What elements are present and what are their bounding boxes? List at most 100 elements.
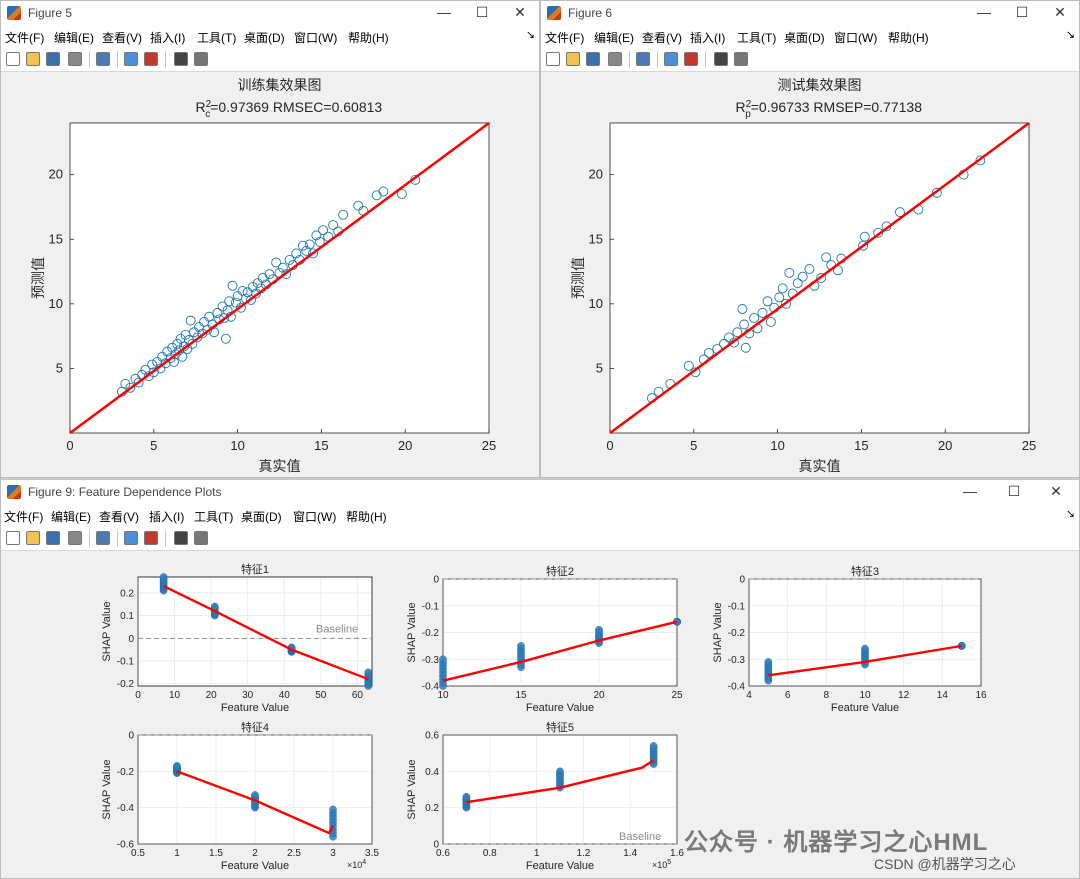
close-button[interactable]: ✕: [1050, 483, 1062, 499]
menu-item[interactable]: 帮助(H): [348, 31, 389, 45]
shap-point: [649, 742, 658, 750]
x-tick-label: 50: [315, 690, 327, 701]
chart-title: 训练集效果图: [238, 77, 322, 93]
y-tick-label: -0.2: [117, 679, 135, 690]
menu-item[interactable]: 插入(I): [690, 31, 726, 45]
colorbar-icon[interactable]: [664, 52, 678, 66]
menu-item[interactable]: 编辑(E): [54, 31, 94, 45]
y-tick-label: -0.4: [117, 803, 135, 814]
pointer-icon[interactable]: [714, 52, 728, 66]
print-icon[interactable]: [68, 52, 82, 66]
save-icon[interactable]: [46, 52, 60, 66]
menu-item[interactable]: 查看(V): [99, 510, 139, 524]
menu-item[interactable]: 工具(T): [197, 31, 237, 45]
colorbar-icon[interactable]: [124, 531, 138, 545]
menu-item[interactable]: 帮助(H): [888, 31, 929, 45]
data-point: [792, 278, 803, 289]
title-bar[interactable]: Figure 6 — ☐ ✕: [541, 1, 1079, 25]
maximize-button[interactable]: ☐: [1007, 483, 1021, 499]
y-tick-label: -0.4: [422, 682, 440, 693]
subplot-title: 特征4: [241, 720, 269, 734]
link-plot-icon[interactable]: [96, 531, 110, 545]
legend-icon[interactable]: [144, 52, 158, 66]
pointer-icon[interactable]: [174, 52, 188, 66]
y-tick-label: 0: [739, 575, 745, 586]
y-tick-label: 0: [433, 575, 439, 586]
menu-item[interactable]: 查看(V): [642, 31, 682, 45]
open-icon[interactable]: [26, 52, 40, 66]
minimize-button[interactable]: —: [977, 4, 991, 20]
menu-item[interactable]: 窗口(W): [293, 510, 337, 524]
menu-item[interactable]: 桌面(D): [244, 31, 285, 45]
menu-item[interactable]: 插入(I): [149, 510, 185, 524]
y-axis-label: 预测值: [570, 257, 586, 299]
colorbar-icon[interactable]: [124, 52, 138, 66]
print-icon[interactable]: [608, 52, 622, 66]
pointer-icon[interactable]: [174, 531, 188, 545]
legend-icon[interactable]: [684, 52, 698, 66]
menu-item[interactable]: 编辑(E): [594, 31, 634, 45]
toolbar-separator: [89, 530, 90, 547]
minimize-button[interactable]: —: [963, 483, 977, 499]
new-figure-icon[interactable]: [546, 52, 560, 66]
menu-item[interactable]: 工具(T): [737, 31, 777, 45]
data-point: [683, 360, 694, 371]
dock-arrow-icon[interactable]: ↘: [1065, 29, 1075, 41]
save-icon[interactable]: [586, 52, 600, 66]
property-editor-icon[interactable]: [194, 531, 208, 545]
legend-icon[interactable]: [144, 531, 158, 545]
menu-item[interactable]: 窗口(W): [834, 31, 878, 45]
menu-item[interactable]: 文件(F): [4, 510, 44, 524]
x-tick-label: 1: [534, 848, 540, 859]
chart-subtitle: R2 c=0.97369 RMSEC=0.60813: [196, 99, 383, 120]
shap-point: [556, 767, 564, 776]
data-point: [217, 301, 228, 312]
new-figure-icon[interactable]: [6, 52, 20, 66]
maximize-button[interactable]: ☐: [1015, 4, 1029, 20]
dock-arrow-icon[interactable]: ↘: [1065, 508, 1075, 520]
data-point: [304, 239, 315, 250]
x-tick-label: 1.5: [209, 848, 223, 859]
menu-item[interactable]: 查看(V): [102, 31, 142, 45]
open-icon[interactable]: [26, 531, 40, 545]
print-icon[interactable]: [68, 531, 82, 545]
x-axis-label: 真实值: [799, 458, 841, 474]
y-axis-label: SHAP Value: [101, 759, 113, 819]
save-icon[interactable]: [46, 531, 60, 545]
menu-item[interactable]: 帮助(H): [346, 510, 387, 524]
link-plot-icon[interactable]: [96, 52, 110, 66]
title-bar[interactable]: Figure 9: Feature Dependence Plots — ☐ ✕: [1, 480, 1079, 504]
property-editor-icon[interactable]: [734, 52, 748, 66]
link-plot-icon[interactable]: [636, 52, 650, 66]
x-axis-label: Feature Value: [831, 702, 899, 714]
x-tick-label: 25: [1022, 438, 1036, 453]
data-point: [318, 225, 329, 236]
menu-item[interactable]: 插入(I): [150, 31, 186, 45]
close-button[interactable]: ✕: [514, 4, 526, 20]
menu-item[interactable]: 工具(T): [194, 510, 234, 524]
data-point: [378, 186, 389, 197]
chart-title: 测试集效果图: [778, 77, 862, 93]
menu-item[interactable]: 文件(F): [545, 31, 585, 45]
maximize-button[interactable]: ☐: [475, 4, 489, 20]
open-icon[interactable]: [566, 52, 580, 66]
figure-canvas: 0 5 10 15 20 25 5 10 15 20 训练集效果图 R2 c=0.97369 RMSEC…: [1, 73, 539, 477]
data-point: [765, 316, 776, 327]
close-button[interactable]: ✕: [1054, 4, 1066, 20]
y-tick-label: 0: [128, 634, 134, 645]
menu-item[interactable]: 窗口(W): [294, 31, 338, 45]
menu-item[interactable]: 文件(F): [5, 31, 45, 45]
menu-item[interactable]: 桌面(D): [241, 510, 282, 524]
property-editor-icon[interactable]: [194, 52, 208, 66]
data-point: [762, 296, 773, 307]
menu-item[interactable]: 编辑(E): [51, 510, 91, 524]
new-figure-icon[interactable]: [6, 531, 20, 545]
data-point: [774, 292, 785, 303]
menu-item[interactable]: 桌面(D): [784, 31, 825, 45]
shap-point: [329, 805, 337, 814]
x-tick-label: 2: [252, 848, 258, 859]
title-bar[interactable]: Figure 5 — ☐ ✕: [1, 1, 539, 25]
toolbar-separator: [89, 51, 90, 68]
dock-arrow-icon[interactable]: ↘: [525, 29, 535, 41]
minimize-button[interactable]: —: [437, 4, 451, 20]
